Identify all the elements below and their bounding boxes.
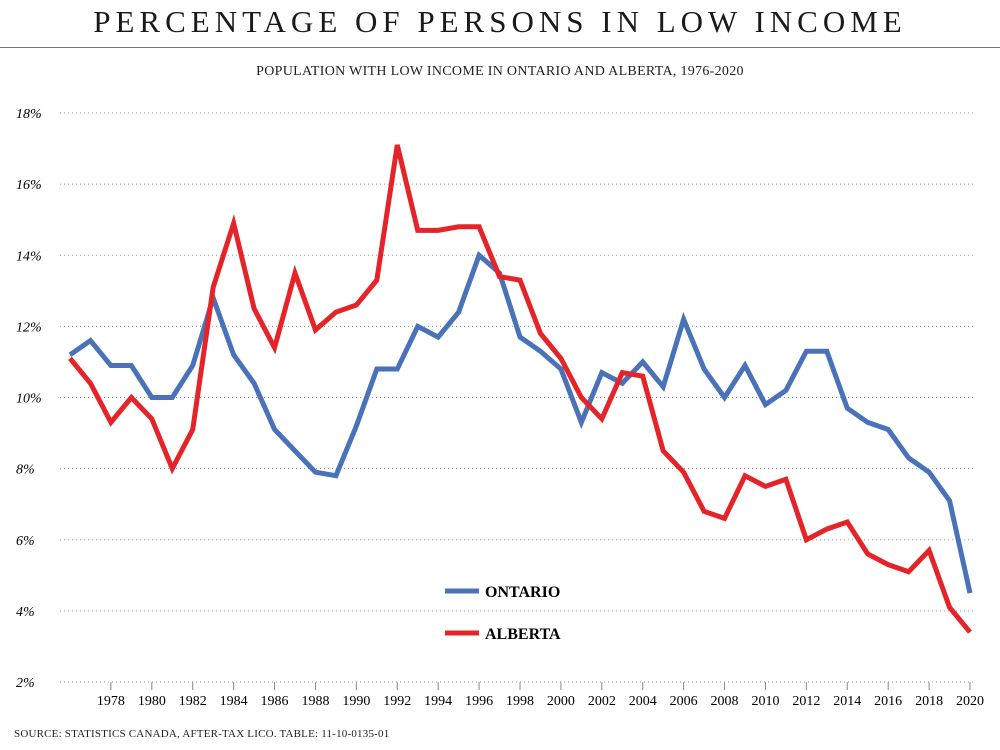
- x-tick-label: 2000: [547, 694, 575, 709]
- x-tick-label: 1982: [179, 694, 207, 709]
- x-tick-label: 1984: [220, 694, 248, 709]
- title-divider: [0, 47, 1000, 48]
- series-line-ontario: [68, 250, 973, 594]
- x-tick-label: 1990: [342, 694, 370, 709]
- x-tick-label: 2018: [915, 694, 943, 709]
- x-tick-label: 2014: [833, 694, 861, 709]
- y-tick-label: 6%: [16, 534, 35, 549]
- y-tick-label: 10%: [16, 392, 42, 407]
- y-tick-label: 12%: [16, 320, 42, 335]
- y-tick-label: 16%: [16, 178, 42, 193]
- x-tick-label: 2002: [588, 694, 616, 709]
- source-note: SOURCE: STATISTICS CANADA, AFTER-TAX LIC…: [14, 728, 390, 740]
- x-tick-label: 1994: [424, 694, 452, 709]
- x-tick-label: 1986: [261, 694, 289, 709]
- x-tick-label: 2020: [956, 694, 984, 709]
- x-tick-label: 2012: [792, 694, 820, 709]
- y-tick-label: 18%: [16, 107, 42, 122]
- series-line-alberta: [68, 144, 972, 634]
- x-tick-label: 1988: [301, 694, 329, 709]
- x-tick-label: 1980: [138, 694, 166, 709]
- x-tick-label: 2016: [874, 694, 902, 709]
- x-tick-label: 1978: [97, 694, 125, 709]
- y-tick-label: 8%: [16, 463, 35, 478]
- x-tick-label: 1998: [506, 694, 534, 709]
- x-tick-label: 2010: [751, 694, 779, 709]
- x-tick-label: 2004: [629, 694, 657, 709]
- legend-label-alberta: ALBERTA: [485, 626, 561, 643]
- x-tick-label: 2006: [670, 694, 698, 709]
- page-title: PERCENTAGE OF PERSONS IN LOW INCOME: [93, 4, 907, 39]
- y-tick-label: 14%: [16, 249, 42, 264]
- y-tick-label: 4%: [16, 605, 35, 620]
- x-tick-label: 2008: [711, 694, 739, 709]
- legend-label-ontario: ONTARIO: [485, 584, 560, 601]
- chart-subtitle: POPULATION WITH LOW INCOME IN ONTARIO AN…: [256, 64, 744, 79]
- x-tick-label: 1996: [465, 694, 493, 709]
- x-tick-label: 1992: [383, 694, 411, 709]
- y-tick-label: 2%: [16, 676, 35, 691]
